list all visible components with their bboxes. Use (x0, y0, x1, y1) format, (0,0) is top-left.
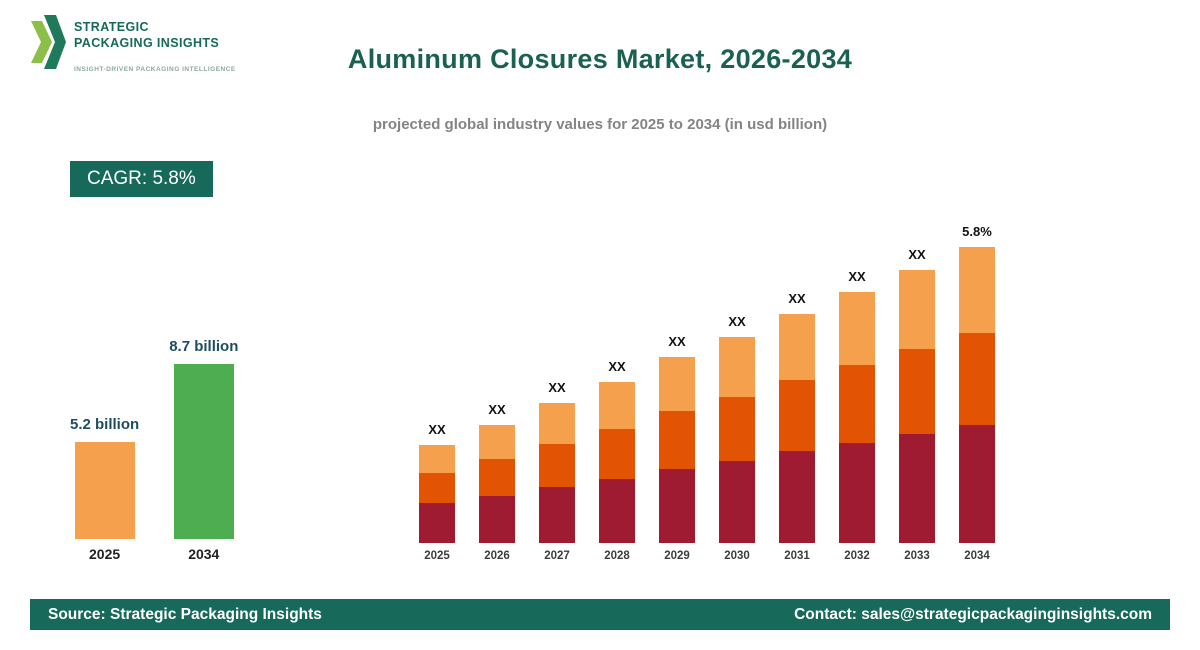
bar-segment (839, 443, 875, 543)
mini-bar-year-label: 2034 (188, 546, 220, 562)
bar-segment (779, 380, 815, 451)
logo-tagline: INSIGHT-DRIVEN PACKAGING INTELLIGENCE (74, 66, 236, 73)
bar-year-label: 2029 (664, 550, 690, 562)
bar-stack-2030 (719, 337, 755, 543)
bar-value-label: XX (428, 422, 446, 437)
stacked-bar-col-2025: XX 2025 (419, 422, 455, 562)
mini-bar-2034 (173, 364, 234, 539)
bar-segment (539, 403, 575, 444)
mini-bar-year-label: 2025 (89, 546, 121, 562)
mini-bar-value-label: 8.7 billion (169, 338, 239, 355)
bar-segment (479, 496, 515, 543)
logo-chevron-icon (31, 15, 66, 69)
stacked-bar-col-2033: XX 2033 (899, 247, 935, 562)
stacked-bar-col-2030: XX 2030 (719, 314, 755, 562)
bar-year-label: 2027 (544, 550, 570, 562)
bar-segment (959, 425, 995, 543)
bar-stack-2033 (899, 270, 935, 543)
bar-segment (719, 337, 755, 397)
bar-stack-2025 (419, 445, 455, 543)
mini-bar-col-2034: 8.7 billion 2034 (169, 338, 238, 562)
stacked-bar-col-2031: XX 2031 (779, 291, 815, 562)
stacked-bar-col-2026: XX 2026 (479, 402, 515, 562)
bar-segment (659, 469, 695, 543)
bar-segment (779, 314, 815, 380)
bar-year-label: 2030 (724, 550, 750, 562)
bar-segment (539, 444, 575, 487)
bar-value-label: XX (608, 359, 626, 374)
footer-contact-text: Contact: sales@strategicpackaginginsight… (794, 605, 1152, 623)
page-subtitle: projected global industry values for 202… (372, 116, 828, 133)
bar-segment (659, 357, 695, 411)
bar-segment (719, 397, 755, 461)
bar-year-label: 2025 (424, 550, 450, 562)
bar-stack-2034 (959, 247, 995, 543)
bar-year-label: 2033 (904, 550, 930, 562)
bar-segment (899, 434, 935, 543)
mini-bar-2025 (74, 442, 135, 539)
bar-value-label: XX (848, 269, 866, 284)
bar-value-label: XX (788, 291, 806, 306)
bar-year-label: 2032 (844, 550, 870, 562)
bar-stack-2028 (599, 382, 635, 543)
bar-year-label: 2034 (964, 550, 990, 562)
bar-year-label: 2028 (604, 550, 630, 562)
bar-segment (719, 461, 755, 543)
bar-stack-2029 (659, 357, 695, 543)
bar-stack-2027 (539, 403, 575, 543)
page-title: Aluminum Closures Market, 2026-2034 (347, 44, 853, 74)
bar-segment (419, 503, 455, 543)
bar-segment (479, 459, 515, 496)
mini-bar-col-2025: 5.2 billion 2025 (70, 416, 139, 562)
footer-source-text: Source: Strategic Packaging Insights (48, 605, 322, 623)
bar-segment (839, 292, 875, 365)
bar-value-label: XX (908, 247, 926, 262)
mini-bar-value-label: 5.2 billion (70, 416, 140, 433)
bar-segment (959, 333, 995, 425)
bar-segment (779, 451, 815, 543)
stacked-bar-col-2032: XX 2032 (839, 269, 875, 562)
bar-stack-2032 (839, 292, 875, 543)
bar-segment (899, 270, 935, 349)
bar-year-label: 2026 (484, 550, 510, 562)
stacked-bar-col-2028: XX 2028 (599, 359, 635, 562)
stacked-bar-col-2034: 5.8% 2034 (959, 224, 995, 562)
bar-value-label: XX (488, 402, 506, 417)
mini-bar-chart: 5.2 billion 2025 8.7 billion 2034 (70, 325, 238, 562)
bar-segment (899, 349, 935, 434)
bar-year-label: 2031 (784, 550, 810, 562)
logo-name-line2: PACKAGING INSIGHTS (74, 36, 220, 50)
bar-segment (419, 473, 455, 503)
logo-name-line1: STRATEGIC (74, 20, 149, 34)
stacked-bar-chart: XX 2025 XX 2026 XX 2027 XX 2028 XX 2029 XX 2030 XX 20… (419, 222, 995, 562)
bar-segment (599, 382, 635, 429)
bar-segment (479, 425, 515, 459)
bar-segment (419, 445, 455, 473)
stacked-bar-col-2029: XX 2029 (659, 334, 695, 562)
bar-value-label: XX (548, 380, 566, 395)
bar-segment (839, 365, 875, 443)
bar-segment (599, 429, 635, 479)
footer-bar: Source: Strategic Packaging Insights Con… (30, 599, 1170, 630)
stacked-bar-col-2027: XX 2027 (539, 380, 575, 562)
logo: STRATEGIC PACKAGING INSIGHTS INSIGHT-DRI… (30, 13, 236, 73)
logo-text: STRATEGIC PACKAGING INSIGHTS INSIGHT-DRI… (74, 13, 236, 73)
bar-value-label: 5.8% (962, 224, 992, 239)
bar-stack-2026 (479, 425, 515, 543)
bar-segment (539, 487, 575, 543)
bar-segment (599, 479, 635, 543)
bar-segment (959, 247, 995, 333)
cagr-badge: CAGR: 5.8% (70, 161, 213, 197)
bar-segment (659, 411, 695, 469)
bar-value-label: XX (668, 334, 686, 349)
bar-stack-2031 (779, 314, 815, 543)
bar-value-label: XX (728, 314, 746, 329)
